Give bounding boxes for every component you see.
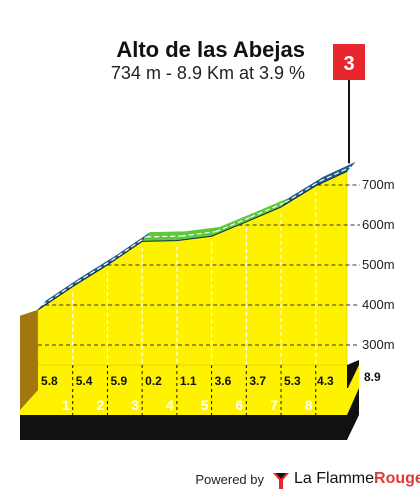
segment-gradient-label: 5.3 — [284, 374, 301, 388]
altitude-tick-label: 600m — [362, 217, 395, 232]
road-centerline — [41, 281, 78, 306]
altitude-tick-label: 700m — [362, 177, 395, 192]
km-marker-label: 7 — [270, 397, 278, 413]
flag-banner — [333, 44, 365, 80]
segment-gradient-label: 4.3 — [317, 374, 334, 388]
road-edge — [37, 170, 348, 311]
segment-gradient-label: 1.1 — [180, 374, 197, 388]
road-centerline — [111, 236, 147, 261]
gradient-band-face — [20, 365, 359, 415]
km-marker-label: 6 — [235, 397, 243, 413]
km-marker-label: 5 — [201, 397, 209, 413]
category-number: 3 — [343, 53, 354, 75]
altitude-tick-label: 400m — [362, 297, 395, 312]
brand-name-second: Rouge — [374, 470, 420, 487]
segment-gradient-label: 5.8 — [41, 374, 58, 388]
road-centerline — [215, 216, 251, 233]
altitude-tick-label: 500m — [362, 257, 395, 272]
km-marker-label: 2 — [97, 397, 105, 413]
segment-gradient-label: 3.6 — [215, 374, 232, 388]
km-band-end — [347, 388, 359, 440]
road-centerline — [146, 235, 181, 238]
km-marker-label: 3 — [131, 397, 139, 413]
profile-side-face — [20, 309, 38, 410]
road-centerline — [284, 180, 321, 204]
road-centerline — [180, 231, 216, 237]
segment-gradient-label: 3.7 — [249, 374, 266, 388]
powered-by-label: Powered by — [195, 472, 264, 487]
segment-gradient-label: 5.9 — [110, 374, 127, 388]
flame-logo-icon — [273, 473, 289, 489]
km-marker-label: 4 — [166, 397, 174, 413]
road-centerline — [76, 259, 112, 283]
gradient-band — [20, 365, 347, 390]
end-distance-label: 8.9 — [364, 370, 381, 384]
brand-name-first: La Flamme — [294, 470, 375, 487]
climb-stats: 734 m - 8.9 Km at 3.9 % — [110, 63, 305, 83]
km-marker-label: 1 — [62, 397, 70, 413]
road-centerline — [319, 166, 352, 182]
segment-gradient-label: 0.2 — [145, 374, 162, 388]
brand-name: La FlammeRouge — [294, 470, 420, 488]
km-marker-label: 8 — [305, 397, 313, 413]
profile-area — [37, 171, 348, 366]
segment-gradient-label: 5.4 — [76, 374, 93, 388]
climb-title: Alto de las Abejas — [116, 37, 305, 62]
altitude-tick-label: 300m — [362, 337, 395, 352]
km-band — [20, 415, 347, 440]
footer: Powered by La FlammeRouge — [0, 470, 420, 492]
category-flag: 3 — [333, 44, 365, 164]
road-centerline — [250, 201, 286, 218]
